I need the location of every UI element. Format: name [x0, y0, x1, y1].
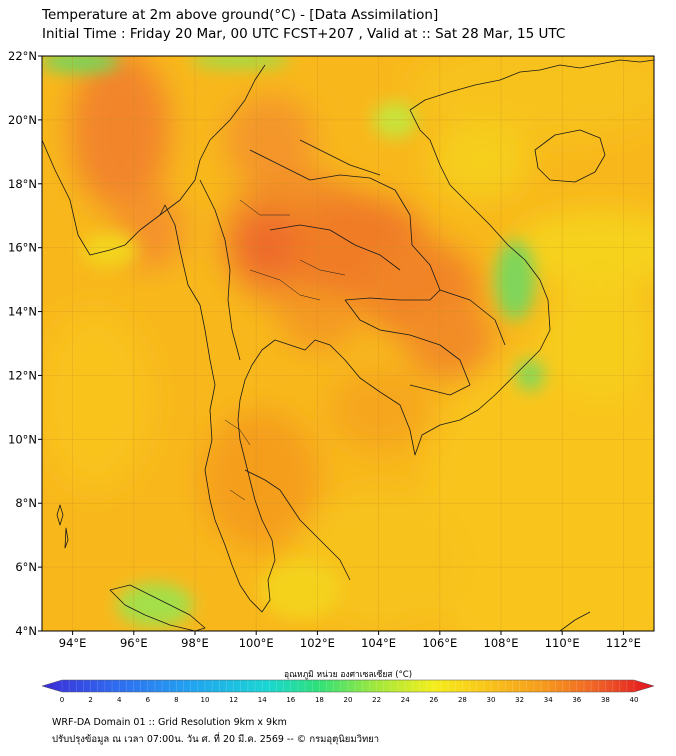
- map-subtitle: Initial Time : Friday 20 Mar, 00 UTC FCS…: [42, 26, 566, 42]
- colorbar-tick-label: 24: [401, 696, 410, 704]
- longitude-tick-label: 104°E: [361, 636, 396, 650]
- sumatra-coast: [109, 584, 206, 631]
- colorbar-tick-label: 16: [286, 696, 295, 704]
- colorbar-tick-label: 32: [515, 696, 524, 704]
- colorbar-tick-label: 14: [258, 696, 267, 704]
- colorbar-tick-label: 40: [630, 696, 639, 704]
- colorbar-tick-label: 22: [372, 696, 381, 704]
- footer-update-info: ปรับปรุงข้อมูล ณ เวลา 07:00น. วัน ศ. ที่…: [52, 734, 380, 745]
- longitude-tick-label: 110°E: [545, 636, 580, 650]
- borneo-coast: [559, 611, 591, 631]
- province-lines: [269, 224, 401, 271]
- colorbar-tick-label: 30: [487, 696, 496, 704]
- latitude-tick-label: 16°N: [8, 241, 37, 255]
- latitude-ticks: 22°N 20°N 18°N 16°N 14°N 12°N 10°N 8°N 6°N 4°N: [8, 49, 42, 638]
- colorbar-tick-label: 8: [174, 696, 178, 704]
- hainan-island: [534, 129, 606, 183]
- longitude-ticks: 94°E 96°E 98°E 100°E 102°E 104°E 106°E 108°E 110…: [59, 631, 641, 650]
- longitude-tick-label: 106°E: [422, 636, 457, 650]
- latitude-tick-label: 20°N: [8, 113, 37, 127]
- footer-model-info: WRF-DA Domain 01 :: Grid Resolution 9km …: [52, 717, 287, 728]
- mainland-coastline: [42, 59, 654, 613]
- latitude-tick-label: 8°N: [15, 496, 37, 510]
- longitude-tick-label: 100°E: [239, 636, 274, 650]
- longitude-tick-label: 112°E: [606, 636, 641, 650]
- colorbar-tick-label: 0: [60, 696, 64, 704]
- latitude-tick-label: 4°N: [15, 624, 37, 638]
- latitude-tick-label: 10°N: [8, 432, 37, 446]
- longitude-tick-label: 98°E: [181, 636, 209, 650]
- malaysia-border: [244, 469, 351, 581]
- myanmar-border: [159, 64, 266, 216]
- colorbar-tick-label: 6: [146, 696, 151, 704]
- colorbar-tick-label: 26: [429, 696, 438, 704]
- latitude-tick-label: 14°N: [8, 305, 37, 319]
- longitude-tick-label: 96°E: [120, 636, 148, 650]
- latitude-tick-label: 18°N: [8, 177, 37, 191]
- colorbar-tick-label: 34: [544, 696, 553, 704]
- latitude-tick-label: 6°N: [15, 560, 37, 574]
- colorbar-label: อุณหภูมิ หน่วย องศาเซลเซียส (°C): [284, 669, 412, 680]
- latitude-tick-label: 22°N: [8, 49, 37, 63]
- colorbar-tick-label: 36: [572, 696, 581, 704]
- colorbar-tick-label: 20: [344, 696, 353, 704]
- colorbar-tick-label: 4: [117, 696, 122, 704]
- andaman-islands: [56, 504, 64, 526]
- cambodia-border: [344, 299, 471, 396]
- longitude-tick-label: 94°E: [59, 636, 87, 650]
- thai-lao-border: [249, 149, 441, 301]
- colorbar: [41, 679, 655, 693]
- map-frame: [41, 55, 655, 632]
- colorbar-ticks: 0 2 4 6 8 10 12 14 16 18 20 22 24 26 28 30 32 34 36 38 40: [60, 680, 639, 704]
- temperature-field: [42, 56, 654, 631]
- colorbar-tick-label: 12: [229, 696, 238, 704]
- colorbar-tick-label: 38: [601, 696, 610, 704]
- colorbar-tick-label: 18: [315, 696, 324, 704]
- colorbar-tick-label: 2: [88, 696, 92, 704]
- longitude-tick-label: 102°E: [300, 636, 335, 650]
- map-title: Temperature at 2m above ground(°C) - [Da…: [42, 7, 439, 23]
- coastlines-and-borders: [42, 59, 654, 631]
- lao-vietnam-border: [439, 289, 506, 346]
- lao-north-border: [299, 139, 381, 176]
- latitude-tick-label: 12°N: [8, 368, 37, 382]
- colorbar-tick-label: 28: [458, 696, 467, 704]
- longitude-tick-label: 108°E: [484, 636, 519, 650]
- thai-myanmar-border: [199, 179, 241, 361]
- colorbar-tick-label: 10: [201, 696, 210, 704]
